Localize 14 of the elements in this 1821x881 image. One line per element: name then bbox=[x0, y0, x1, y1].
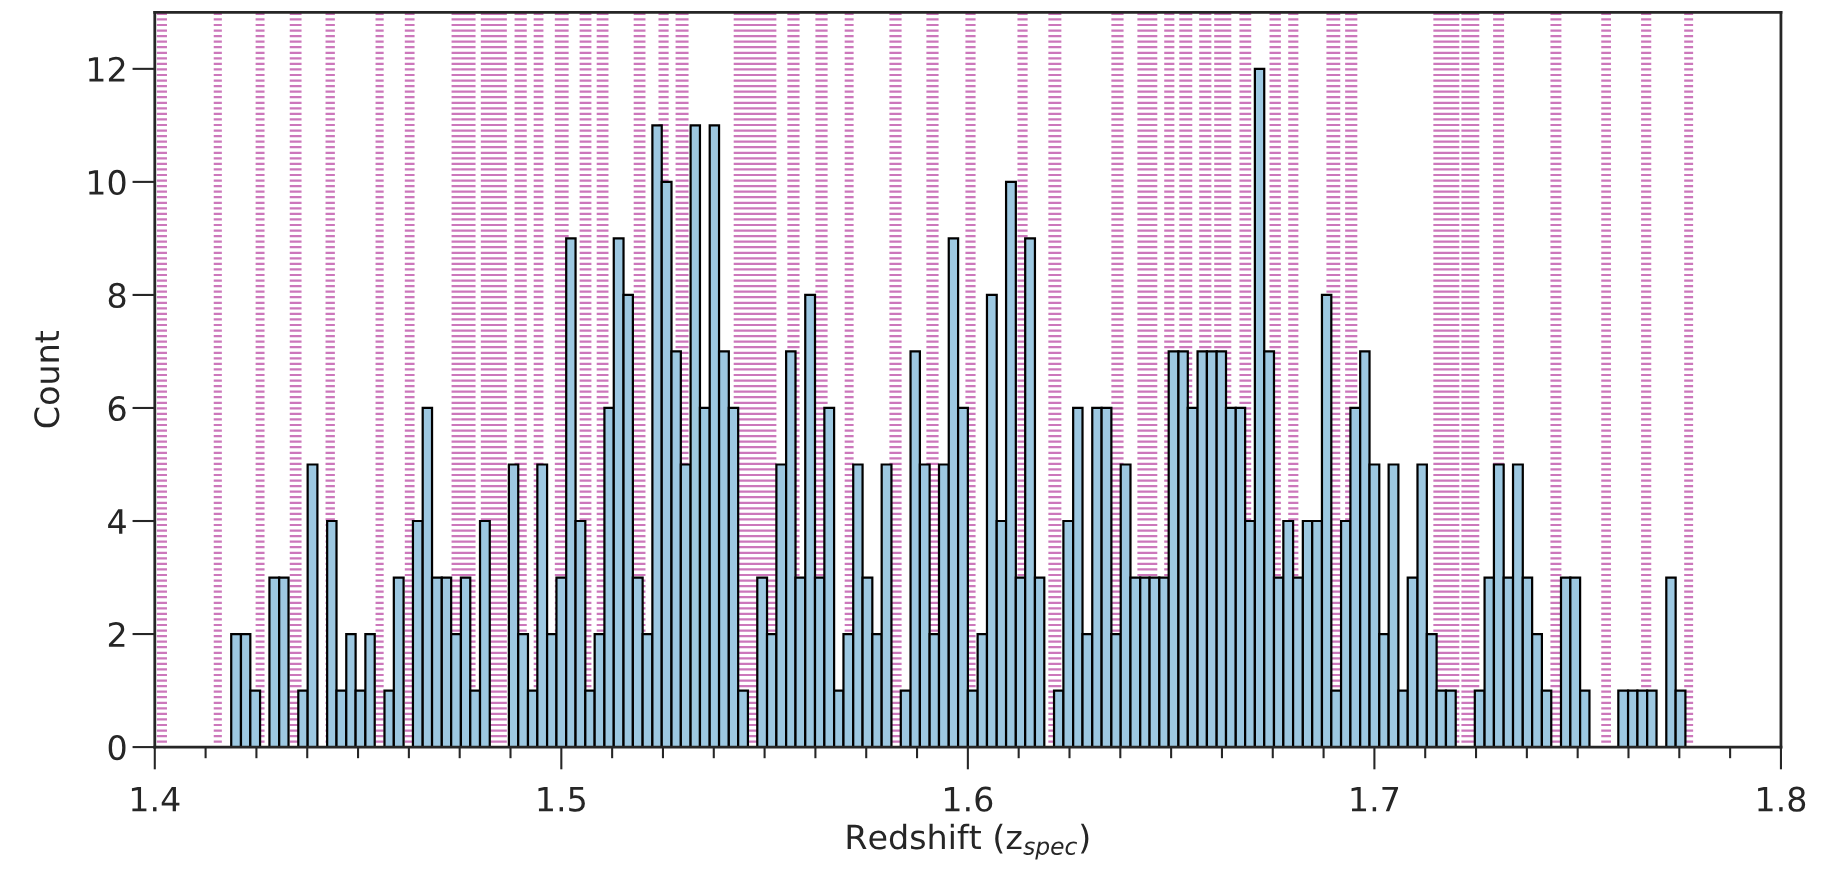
y-tick-label: 6 bbox=[108, 395, 126, 422]
x-tick-label: 1.7 bbox=[1351, 787, 1399, 812]
y-tick-label: 0 bbox=[108, 735, 126, 761]
y-tick-label: 8 bbox=[108, 282, 126, 309]
y-tick-label: 10 bbox=[88, 169, 126, 196]
y-tick-label: 4 bbox=[108, 509, 126, 534]
x-tick-label: 1.6 bbox=[945, 786, 993, 812]
x-tick-label: 1.4 bbox=[131, 787, 180, 812]
x-tick-label: 1.5 bbox=[538, 787, 585, 812]
y-tick-label: 12 bbox=[88, 56, 125, 82]
x-tick-label: 1.8 bbox=[1758, 786, 1806, 812]
y-tick-label: 2 bbox=[108, 621, 125, 647]
y-axis-title: Count bbox=[34, 331, 60, 428]
x-axis-title: Redshift (z$_{spec}$) bbox=[847, 823, 1089, 860]
